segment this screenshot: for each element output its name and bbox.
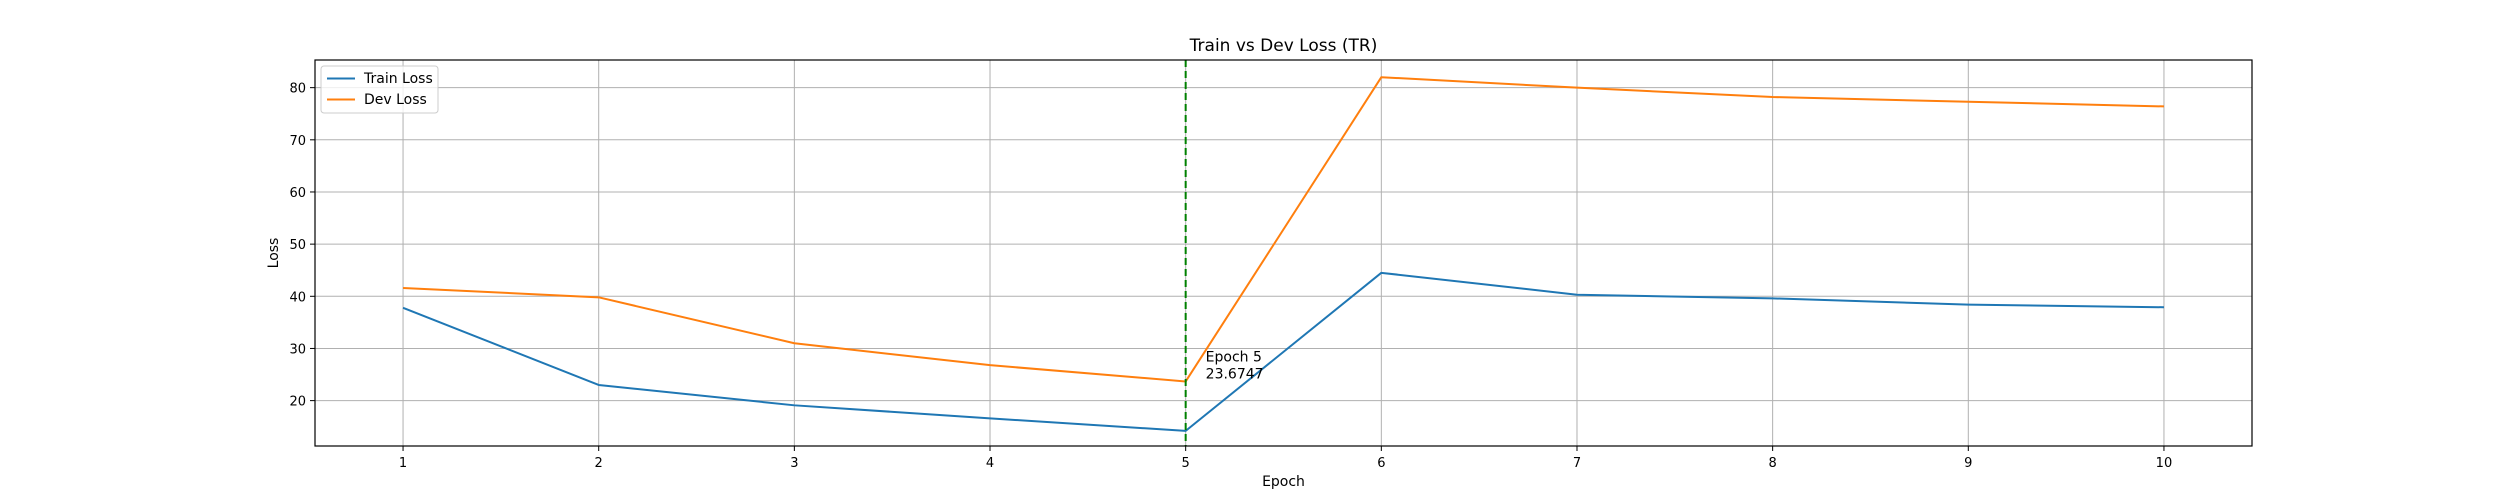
y-tick-label: 80 xyxy=(289,82,306,97)
annotation-epoch-label: Epoch 5 xyxy=(1206,349,1262,365)
x-tick-label: 4 xyxy=(986,456,994,471)
legend-label-dev-loss: Dev Loss xyxy=(364,92,427,108)
plot-area-frame xyxy=(314,59,2253,447)
y-tick-label: 30 xyxy=(289,342,306,357)
chart-title: Train vs Dev Loss (TR) xyxy=(1189,36,1378,56)
annotation-layer: Epoch 523.6747 xyxy=(1184,60,1264,446)
y-tick-label: 50 xyxy=(289,238,306,253)
x-axis-label: Epoch xyxy=(1262,474,1305,490)
x-tick-label: 9 xyxy=(1964,456,1972,471)
legend: Train Loss Dev Loss xyxy=(320,65,439,114)
series-layer xyxy=(402,76,2164,432)
y-tick-label: 70 xyxy=(289,134,306,149)
series-line-train-loss xyxy=(402,271,2164,432)
tick-layer: 1 2 3 4 5 6 7 8 9 10 20 30 40 50 60 70 80 xyxy=(289,82,2172,471)
y-tick-label: 20 xyxy=(289,395,306,410)
x-tick-label: 2 xyxy=(595,456,603,471)
annotation-value-label: 23.6747 xyxy=(1206,366,1264,382)
x-tick-label: 1 xyxy=(399,456,407,471)
x-tick-label: 8 xyxy=(1769,456,1777,471)
y-axis-label: Loss xyxy=(266,238,282,269)
x-tick-label: 10 xyxy=(2156,456,2173,471)
legend-label-train-loss: Train Loss xyxy=(363,71,433,87)
grid-layer xyxy=(315,60,2252,446)
x-tick-label: 6 xyxy=(1377,456,1385,471)
y-tick-label: 40 xyxy=(289,290,306,305)
x-tick-label: 7 xyxy=(1573,456,1581,471)
x-tick-label: 5 xyxy=(1182,456,1190,471)
series-line-dev-loss xyxy=(402,76,2164,383)
y-tick-label: 60 xyxy=(289,186,306,201)
x-tick-label: 3 xyxy=(790,456,798,471)
